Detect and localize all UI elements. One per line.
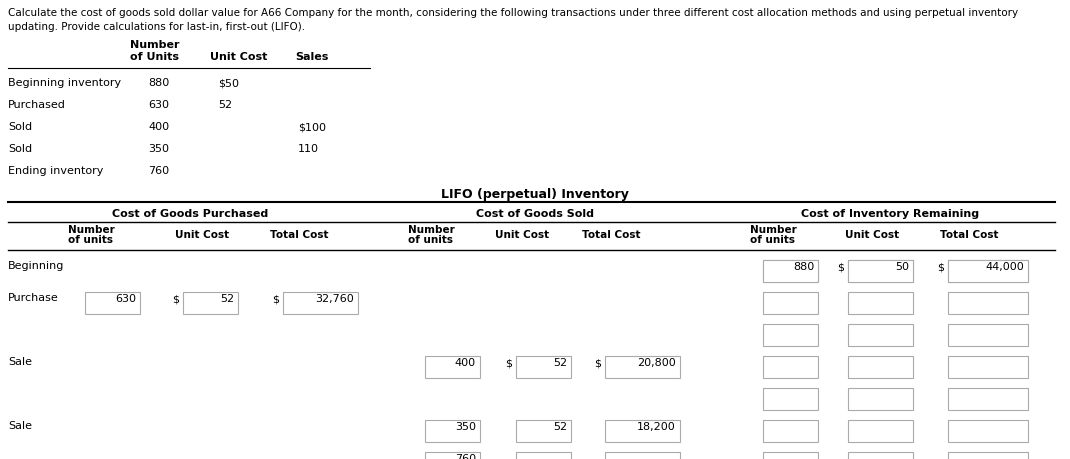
Text: Sales: Sales bbox=[295, 52, 328, 62]
Text: 18,200: 18,200 bbox=[638, 422, 676, 432]
Bar bbox=[763, 292, 817, 314]
Bar bbox=[763, 260, 817, 282]
Text: Sale: Sale bbox=[7, 357, 32, 367]
Bar bbox=[948, 260, 1028, 282]
Bar bbox=[516, 356, 571, 378]
Bar bbox=[948, 292, 1028, 314]
Bar bbox=[948, 324, 1028, 346]
Text: Sale: Sale bbox=[7, 421, 32, 431]
Bar bbox=[425, 356, 480, 378]
Text: Beginning inventory: Beginning inventory bbox=[7, 78, 121, 88]
Bar bbox=[282, 292, 358, 314]
Text: $: $ bbox=[594, 358, 601, 368]
Text: Number: Number bbox=[750, 225, 797, 235]
Bar bbox=[948, 388, 1028, 410]
Bar bbox=[849, 420, 913, 442]
Text: 350: 350 bbox=[455, 422, 476, 432]
Bar bbox=[425, 420, 480, 442]
Bar bbox=[849, 452, 913, 459]
Bar bbox=[849, 292, 913, 314]
Bar bbox=[85, 292, 140, 314]
Text: Beginning: Beginning bbox=[7, 261, 64, 271]
Text: Sold: Sold bbox=[7, 144, 32, 154]
Bar bbox=[849, 388, 913, 410]
Bar bbox=[516, 452, 571, 459]
Text: 20,800: 20,800 bbox=[638, 358, 676, 368]
Text: Number: Number bbox=[129, 40, 180, 50]
Text: Unit Cost: Unit Cost bbox=[495, 230, 549, 240]
Text: 880: 880 bbox=[793, 262, 814, 272]
Text: $50: $50 bbox=[218, 78, 239, 88]
Text: $: $ bbox=[172, 294, 179, 304]
Text: 630: 630 bbox=[114, 294, 136, 304]
Text: Calculate the cost of goods sold dollar value for A66 Company for the month, con: Calculate the cost of goods sold dollar … bbox=[7, 8, 1019, 18]
Text: Cost of Goods Purchased: Cost of Goods Purchased bbox=[112, 209, 269, 219]
Text: $: $ bbox=[837, 262, 844, 272]
Text: $: $ bbox=[937, 262, 944, 272]
Text: 760: 760 bbox=[455, 454, 476, 459]
Text: 350: 350 bbox=[148, 144, 169, 154]
Text: Ending inventory: Ending inventory bbox=[7, 166, 104, 176]
Text: Number: Number bbox=[68, 225, 114, 235]
Text: Total Cost: Total Cost bbox=[582, 230, 641, 240]
Text: 110: 110 bbox=[299, 144, 319, 154]
Text: updating. Provide calculations for last-in, first-out (LIFO).: updating. Provide calculations for last-… bbox=[7, 22, 305, 32]
Text: Cost of Goods Sold: Cost of Goods Sold bbox=[476, 209, 594, 219]
Bar bbox=[763, 260, 817, 282]
Text: Number: Number bbox=[408, 225, 455, 235]
Bar bbox=[605, 356, 681, 378]
Bar bbox=[605, 420, 681, 442]
Text: 44,000: 44,000 bbox=[985, 262, 1024, 272]
Text: 52: 52 bbox=[553, 358, 567, 368]
Bar bbox=[948, 356, 1028, 378]
Bar bbox=[849, 356, 913, 378]
Bar bbox=[763, 324, 817, 346]
Text: 52: 52 bbox=[219, 294, 234, 304]
Bar bbox=[849, 260, 913, 282]
Text: of units: of units bbox=[750, 235, 795, 245]
Text: 52: 52 bbox=[553, 422, 567, 432]
Text: 760: 760 bbox=[148, 166, 169, 176]
Bar bbox=[763, 452, 817, 459]
Bar bbox=[763, 388, 817, 410]
Text: Sold: Sold bbox=[7, 122, 32, 132]
Text: 880: 880 bbox=[148, 78, 169, 88]
Bar bbox=[605, 452, 681, 459]
Text: LIFO (perpetual) Inventory: LIFO (perpetual) Inventory bbox=[441, 188, 629, 201]
Text: Unit Cost: Unit Cost bbox=[210, 52, 268, 62]
Text: 400: 400 bbox=[148, 122, 169, 132]
Text: $100: $100 bbox=[299, 122, 326, 132]
Text: of Units: of Units bbox=[129, 52, 179, 62]
Bar bbox=[183, 292, 238, 314]
Bar bbox=[849, 324, 913, 346]
Text: Total Cost: Total Cost bbox=[270, 230, 328, 240]
Text: Purchase: Purchase bbox=[7, 293, 59, 303]
Text: Unit Cost: Unit Cost bbox=[845, 230, 899, 240]
Text: Unit Cost: Unit Cost bbox=[175, 230, 229, 240]
Text: Total Cost: Total Cost bbox=[941, 230, 998, 240]
Text: 400: 400 bbox=[455, 358, 476, 368]
Text: 50: 50 bbox=[895, 262, 910, 272]
Bar bbox=[763, 420, 817, 442]
Text: of units: of units bbox=[68, 235, 113, 245]
Bar bbox=[849, 260, 913, 282]
Bar bbox=[516, 420, 571, 442]
Text: Purchased: Purchased bbox=[7, 100, 66, 110]
Bar bbox=[425, 452, 480, 459]
Bar bbox=[948, 420, 1028, 442]
Text: of units: of units bbox=[408, 235, 453, 245]
Text: Cost of Inventory Remaining: Cost of Inventory Remaining bbox=[801, 209, 979, 219]
Text: 630: 630 bbox=[148, 100, 169, 110]
Text: $: $ bbox=[272, 294, 279, 304]
Text: $: $ bbox=[505, 358, 513, 368]
Bar bbox=[948, 452, 1028, 459]
Text: 52: 52 bbox=[218, 100, 232, 110]
Text: 32,760: 32,760 bbox=[316, 294, 354, 304]
Bar bbox=[948, 260, 1028, 282]
Bar bbox=[763, 356, 817, 378]
